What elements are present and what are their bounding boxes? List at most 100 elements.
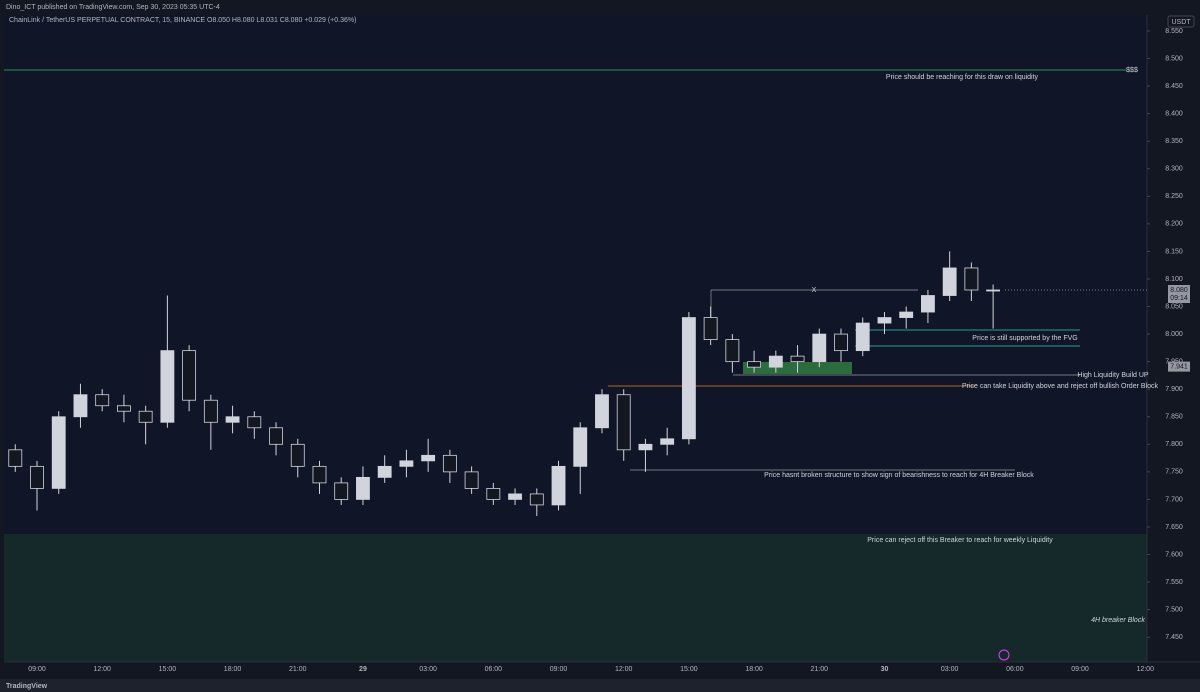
y-tick-label: 8.250 [1165,193,1183,200]
annotation: $$$ [1126,67,1138,74]
y-tick-label: 7.450 [1165,634,1183,641]
candle-body [225,416,240,423]
x-tick-label: 03:00 [941,666,959,673]
annotation: 4H breaker Block [1091,617,1145,624]
candle-body [616,394,631,451]
candle-body [73,394,88,418]
candle-body [877,317,892,324]
candle-body [899,311,914,318]
candle-body [377,465,392,478]
y-tick-label: 7.850 [1165,414,1183,421]
y-tick-label: 7.500 [1165,606,1183,613]
candle-body [30,465,44,489]
y-tick-label: 7.900 [1165,386,1183,393]
y-tick-label: 8.500 [1165,55,1183,62]
candle-body [551,465,566,506]
marker-price-tag [1168,361,1190,372]
candle-body [681,317,696,440]
annotation: High Liquidity Build UP [1077,372,1149,379]
x-tick-label: 06:00 [485,666,503,673]
x-tick-label: 29 [359,666,367,673]
y-tick-label: 8.350 [1165,138,1183,145]
candle-body [464,471,479,489]
x-tick-label: 30 [881,666,889,673]
candle-body [117,405,131,412]
candle-body [508,493,522,500]
x-tick-label: 09:00 [1071,666,1089,673]
y-tick-label: 7.700 [1165,496,1183,503]
candle-body [725,339,740,363]
candle-body [964,267,979,291]
candle-body [421,454,436,462]
y-tick-label: 7.800 [1165,441,1183,448]
candle-body [855,322,870,352]
candle-body [834,333,848,352]
x-tick-label: 09:00 [28,666,46,673]
brand: TradingView [6,683,48,690]
marker-price-label: 7.941 [1170,363,1188,370]
x-tick-label: 18:00 [745,666,763,673]
x-tick-label: 18:00 [224,666,242,673]
candle-body [768,355,783,368]
candle-body [921,295,935,313]
annotation: X [812,287,817,294]
y-tick-label: 8.300 [1165,166,1183,173]
x-tick-label: 21:00 [811,666,829,673]
unit-box [1167,15,1195,28]
y-tick-label: 7.650 [1165,524,1183,531]
annotation: Price should be reaching for this draw o… [886,74,1039,81]
y-tick-label: 8.050 [1165,303,1183,310]
candle-body [160,350,175,423]
candle-body [486,488,501,500]
candle-body [95,394,110,407]
x-tick-label: 09:00 [550,666,568,673]
countdown: 09:14 [1170,295,1188,302]
candle-body [595,394,609,429]
candle-body [203,399,218,423]
x-tick-label: 06:00 [1006,666,1024,673]
alert-icon[interactable] [998,649,1010,661]
x-tick-label: 03:00 [419,666,437,673]
x-tick-label: 12:00 [1136,666,1154,673]
candle-body [182,350,197,401]
footer [0,679,1200,692]
y-tick-label: 7.750 [1165,469,1183,476]
candle-body [399,460,414,467]
x-tick-label: 15:00 [159,666,177,673]
x-tick-label: 21:00 [289,666,307,673]
y-tick-label: 8.550 [1165,28,1183,35]
annotation: Price hasnt broken structure to show sig… [764,472,1034,479]
candle-body [747,361,762,368]
y-tick-label: 8.200 [1165,221,1183,228]
candle-body [812,333,827,363]
y-tick-label: 8.100 [1165,276,1183,283]
candle-body [247,416,262,429]
candle-body [660,438,675,445]
candle-body [138,410,153,423]
breaker-zone [4,534,1147,662]
publisher: Dino_ICT published on TradingView.com, S… [6,4,220,11]
candle-body [529,493,544,506]
candle-body [703,317,718,341]
annotation: Price can take Liquidity above and rejec… [962,383,1158,390]
candle-body [269,427,283,445]
last-price-label: 8.080 [1170,287,1188,294]
y-tick-label: 8.450 [1165,83,1183,90]
candle-body [638,443,653,451]
x-tick-label: 12:00 [93,666,111,673]
y-tick-label: 8.400 [1165,110,1183,117]
y-tick-label: 8.000 [1165,331,1183,338]
candle-body [442,454,457,473]
candle-body [573,427,588,467]
y-tick-label: 7.550 [1165,579,1183,586]
x-tick-label: 12:00 [615,666,633,673]
candle-body [51,416,66,489]
candle-body [334,482,349,500]
annotation: Price is still supported by the FVG [972,335,1077,342]
y-axis-label: USDT [1171,19,1191,26]
chart-title: ChainLink / TetherUS PERPETUAL CONTRACT,… [9,17,356,24]
annotation: Price can reject off this Breaker to rea… [867,537,1053,544]
candle-body [290,443,305,467]
candle-body [790,355,805,363]
